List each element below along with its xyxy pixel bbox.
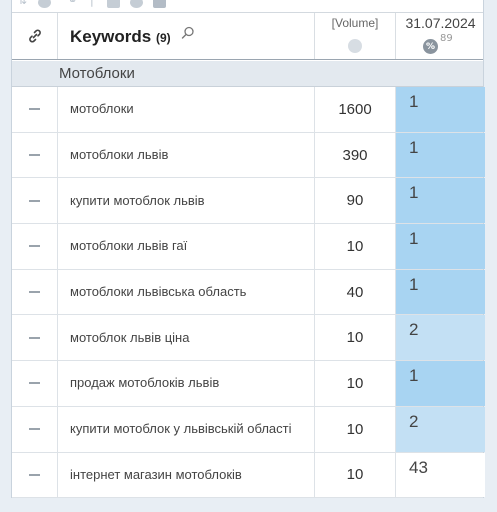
position-value: 1 (409, 229, 419, 249)
table-row[interactable]: продаж мотоблоків львів 10 1 (12, 361, 485, 407)
row-handle[interactable] (12, 315, 58, 361)
row-handle[interactable] (12, 87, 58, 132)
minus-icon (29, 382, 40, 385)
volume-cell: 10 (346, 420, 364, 438)
position-cell[interactable]: 1 (396, 87, 485, 132)
row-handle[interactable] (12, 178, 58, 224)
minus-icon (29, 428, 40, 431)
row-handle[interactable] (12, 132, 58, 178)
percent-badge-icon: % (423, 39, 438, 54)
sort-icon[interactable]: ⇅ (18, 0, 28, 7)
globe-icon (348, 39, 362, 53)
position-value: 2 (409, 411, 419, 431)
position-value: 1 (409, 274, 419, 294)
group-label: Мотоблоки (59, 65, 135, 82)
toolbar: ⇅ ⚭ | (12, 0, 483, 10)
minus-icon (29, 473, 40, 476)
keyword-cell: мотоблоки львівська область (70, 284, 247, 300)
table-row[interactable]: мотоблоки 1600 1 (12, 87, 485, 133)
keyword-table-panel: ⇅ ⚭ | Keywords (9) (11, 0, 485, 499)
volume-cell: 390 (342, 146, 368, 164)
keywords-count: (9) (155, 31, 171, 45)
table-row[interactable]: купити мотоблок у львівській області 10 … (12, 406, 485, 453)
toolbar-divider: | (90, 0, 94, 7)
position-cell[interactable]: 1 (396, 224, 485, 269)
table-row[interactable]: мотоблоки львів гаї 10 1 (12, 224, 485, 270)
position-value: 1 (409, 137, 419, 157)
keyword-cell: інтернет магазин мотоблоків (70, 466, 242, 482)
table-row[interactable]: мотоблок львів ціна 10 2 (12, 315, 485, 362)
keyword-cell: мотоблоки львів гаї (70, 238, 188, 254)
keywords-column-header[interactable]: Keywords (9) (58, 13, 315, 59)
minus-icon (29, 291, 40, 294)
link-toggle-icon[interactable]: ⚭ (68, 0, 78, 7)
link-column-header[interactable] (12, 13, 58, 59)
position-value: 1 (409, 366, 419, 386)
table-row[interactable]: мотоблоки львів 390 1 (12, 132, 485, 179)
keyword-cell: продаж мотоблоків львів (70, 375, 220, 391)
minus-icon (29, 108, 40, 111)
keyword-cell: купити мотоблок у львівській області (70, 421, 292, 437)
globe-toggle-icon[interactable] (130, 0, 143, 8)
search-icon[interactable] (181, 25, 195, 45)
volume-cell: 40 (346, 283, 364, 301)
position-cell[interactable]: 1 (396, 178, 485, 224)
table-header: Keywords (9) [Volume] 31.07.2024 % 89 (12, 12, 483, 60)
table-row[interactable]: мотоблоки львівська область 40 1 (12, 269, 485, 316)
position-cell[interactable]: 1 (396, 269, 485, 315)
minus-icon (29, 245, 40, 248)
position-cell[interactable]: 2 (396, 406, 485, 452)
volume-column-header[interactable]: [Volume] (315, 13, 396, 59)
volume-cell: 10 (346, 237, 364, 255)
volume-cell: 10 (346, 374, 364, 392)
minus-icon (29, 199, 40, 202)
position-value: 2 (409, 320, 419, 340)
date-column-header[interactable]: 31.07.2024 % 89 (396, 13, 485, 59)
position-value: 43 (409, 457, 428, 477)
keyword-rows: мотоблоки 1600 1 мотоблоки львів 390 1 к… (12, 87, 485, 499)
keywords-title: Keywords (9) (70, 25, 195, 47)
position-value: 1 (409, 92, 419, 111)
percent-value: 89 (440, 33, 453, 44)
row-handle[interactable] (12, 361, 58, 406)
position-cell[interactable]: 2 (396, 315, 485, 361)
volume-label: [Volume] (331, 16, 379, 30)
group-row[interactable]: Мотоблоки (12, 61, 483, 87)
row-handle[interactable] (12, 269, 58, 315)
position-cell[interactable]: 1 (396, 132, 485, 178)
row-handle[interactable] (12, 452, 58, 498)
volume-cell: 10 (346, 466, 364, 484)
volume-cell: 90 (346, 192, 364, 210)
calendar-icon[interactable] (107, 0, 120, 8)
table-row[interactable]: інтернет магазин мотоблоків 10 43 (12, 452, 485, 499)
minus-icon (29, 336, 40, 339)
date-label: 31.07.2024 (405, 15, 476, 31)
row-handle[interactable] (12, 406, 58, 452)
volume-cell: 10 (346, 329, 364, 347)
keyword-cell: купити мотоблок львів (70, 192, 205, 208)
keywords-label: Keywords (70, 27, 152, 46)
keyword-cell: мотоблоки львів (70, 147, 169, 163)
position-cell[interactable]: 1 (396, 361, 485, 406)
minus-icon (29, 154, 40, 157)
keyword-cell: мотоблок львів ціна (70, 329, 190, 345)
table-row[interactable]: купити мотоблок львів 90 1 (12, 178, 485, 225)
volume-cell: 1600 (338, 100, 372, 118)
chart-icon[interactable] (38, 0, 51, 8)
position-cell[interactable]: 43 (396, 452, 485, 498)
position-value: 1 (409, 183, 419, 203)
link-icon (28, 29, 41, 43)
keyword-cell: мотоблоки (70, 101, 134, 117)
row-handle[interactable] (12, 224, 58, 269)
font-icon[interactable] (153, 0, 166, 8)
